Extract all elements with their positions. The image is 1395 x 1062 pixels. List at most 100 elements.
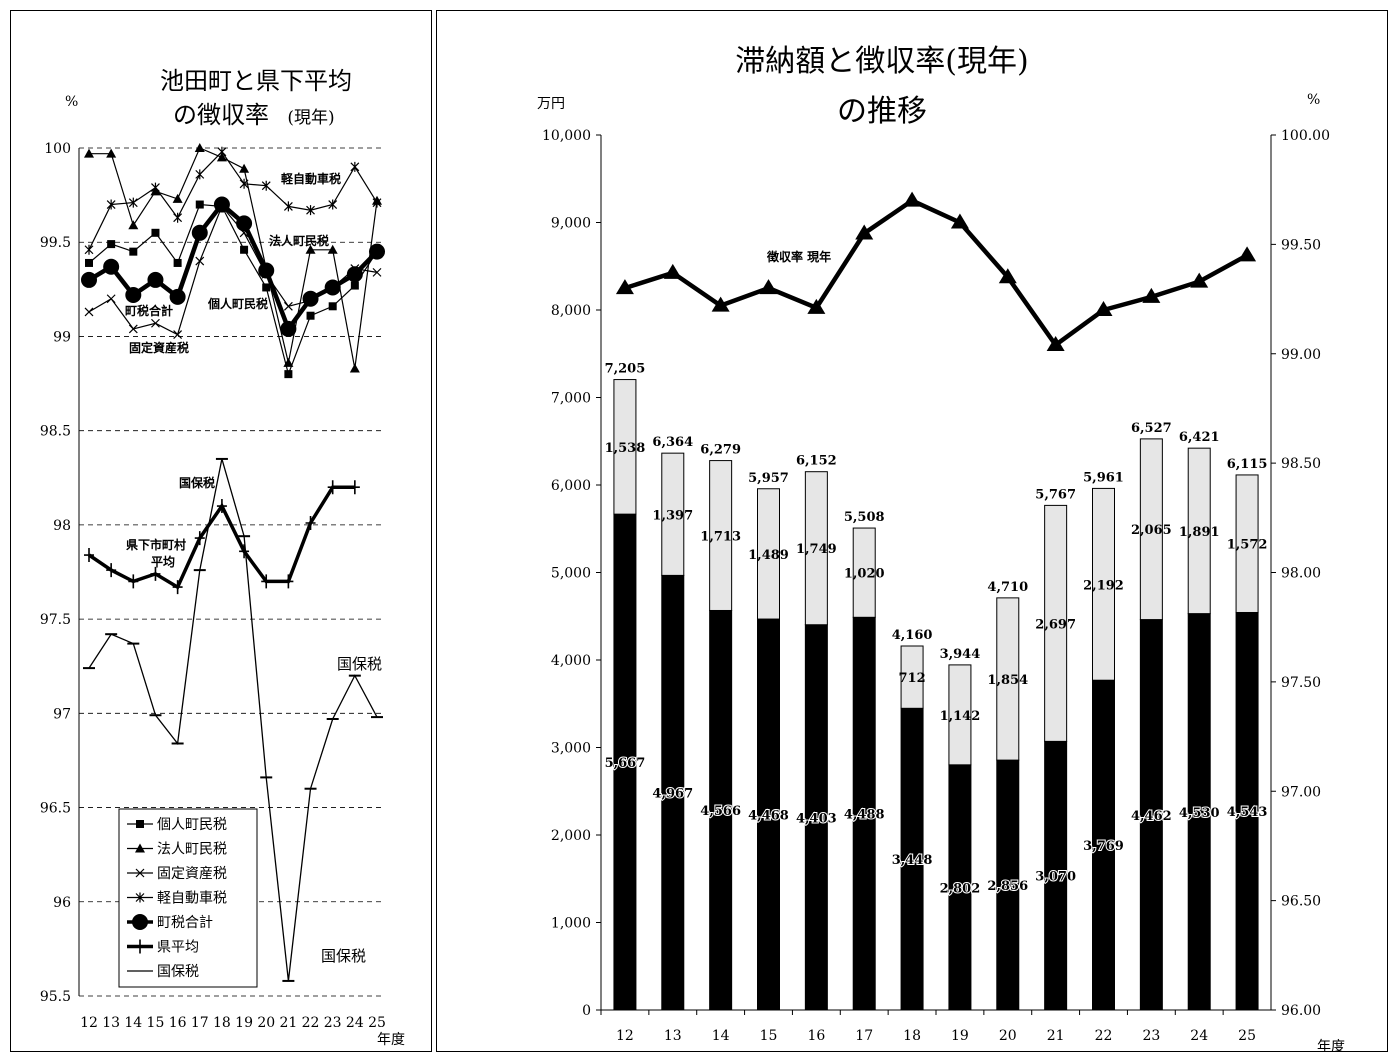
left-series-line [89,147,378,369]
marker-triangle [239,163,250,173]
bar-lower-label: 2,856 [987,879,1028,894]
bar-lower-label: 4,488 [844,808,885,823]
marker-plus [84,548,94,563]
right-right-tick-label: 96.00 [1281,1003,1321,1019]
left-y-tick-label: 99.5 [40,235,71,251]
marker-circle [302,290,319,307]
marker-asterisk [306,205,315,216]
marker-plus [239,544,250,559]
bar-lower-label: 4,530 [1179,806,1220,821]
legend-item: 軽自動車税 [127,890,227,907]
rate-point [903,191,922,207]
right-x-tick-label: 16 [807,1028,825,1044]
bar-upper [1235,474,1259,613]
marker-asterisk [328,199,338,210]
legend-label: 町税合計 [157,915,213,931]
right-left-tick-label: 9,000 [551,216,591,232]
marker-circle [169,288,186,305]
legend-item: 法人町民税 [127,842,227,858]
right-chart-title-line1: 滞納額と徴収率(現年) [735,44,1028,79]
right-chart-panel: 滞納額と徴収率(現年) の推移 万円 % 年度 10,000 9,000 8,000… [436,10,1388,1052]
rate-point [663,263,682,279]
right-chart-title-line2: の推移 [837,94,927,129]
bar-total-label: 6,421 [1179,430,1220,445]
marker-plus [194,531,205,546]
left-gridlines [78,147,383,997]
anno-kotei: 固定資産税 [129,340,189,355]
marker-x [151,318,160,328]
anno-hojin: 法人町民税 [269,233,329,248]
marker-circle [81,271,97,288]
bar-total-label: 6,115 [1227,457,1268,472]
marker-x [283,301,293,311]
legend-label: 国保税 [157,964,199,980]
marker-triangle [327,244,338,254]
left-y-tick-label: 96 [53,895,71,911]
marker-x [372,267,382,277]
marker-circle [346,266,363,283]
left-x-tick-label: 21 [279,1015,297,1031]
marker-plus [327,480,338,495]
bar-upper-label: 2,697 [1035,617,1076,632]
right-x-tick-label: 13 [664,1028,682,1044]
left-chart-title-line2: の徴収率 [173,101,269,129]
marker-asterisk [239,178,249,189]
anno-kenka: 県下市町村 [126,537,186,552]
bar-total-label: 6,279 [700,443,741,458]
left-x-tick-label: 16 [169,1015,187,1031]
left-y-tick-label: 100 [44,141,71,157]
bar-stack: 6,115 1,572 4,543 [1226,457,1268,1011]
left-series-dash [83,457,383,982]
right-x-tick-label: 20 [999,1028,1017,1044]
right-x-tick-label: 19 [951,1028,969,1044]
marker-asterisk [217,146,227,157]
marker-circle [369,243,385,260]
marker-circle [132,914,148,930]
marker-x [195,256,205,266]
bar-stack: 5,961 2,192 3,769 [1082,470,1125,1011]
bar-stack: 7,205 1,538 5,667 [604,362,646,1011]
marker-square [262,283,271,292]
marker-asterisk [350,161,360,172]
legend-item: 固定資産税 [127,866,227,882]
right-left-tick-label: 10,000 [542,128,591,144]
right-left-tick-label: 8,000 [551,303,591,319]
bar-total-label: 5,508 [844,510,885,525]
bar-lower-label: 4,967 [652,787,693,802]
right-y-unit-left: 万円 [537,96,565,112]
bar-upper [900,645,924,709]
bar-upper [804,471,828,626]
bar-lower-label: 4,566 [700,804,741,819]
right-x-tick-label: 14 [712,1028,730,1044]
left-x-tick-label: 24 [346,1015,364,1031]
marker-square [240,245,249,254]
bar-total-label: 5,957 [748,471,789,486]
bar-total-label: 6,152 [796,454,837,469]
left-series-line [88,458,378,981]
marker-x [135,868,145,878]
bar-total-label: 6,364 [652,435,693,450]
right-left-tick-label: 3,000 [551,741,591,757]
left-x-tick-label: 15 [147,1015,165,1031]
right-right-tick-label: 97.50 [1281,675,1321,691]
bar-stack: 3,944 1,142 2,802 [939,647,981,1011]
rate-point [759,279,778,295]
rate-point [950,213,969,229]
right-line-group [615,191,1257,351]
right-x-label: 年度 [1317,1039,1345,1051]
marker-circle [125,286,142,303]
left-chart-title-line1: 池田町と県下平均 [160,67,352,95]
bar-upper-label: 1,020 [844,567,885,582]
right-chart-svg: 滞納額と徴収率(現年) の推移 万円 % 年度 10,000 9,000 8,000… [537,44,1345,1051]
marker-asterisk [283,201,293,212]
bar-upper [757,488,780,620]
bar-stack: 5,767 2,697 3,070 [1034,487,1077,1011]
legend-label: 個人町民税 [157,817,227,833]
bar-upper [948,664,972,766]
right-right-tick-label: 98.50 [1281,456,1321,472]
bar-total-label: 5,961 [1083,470,1124,485]
right-right-tick-label: 99.00 [1281,347,1321,363]
bar-stack: 6,364 1,397 4,967 [651,435,694,1011]
bar-stack: 5,508 1,020 4,488 [843,510,886,1011]
